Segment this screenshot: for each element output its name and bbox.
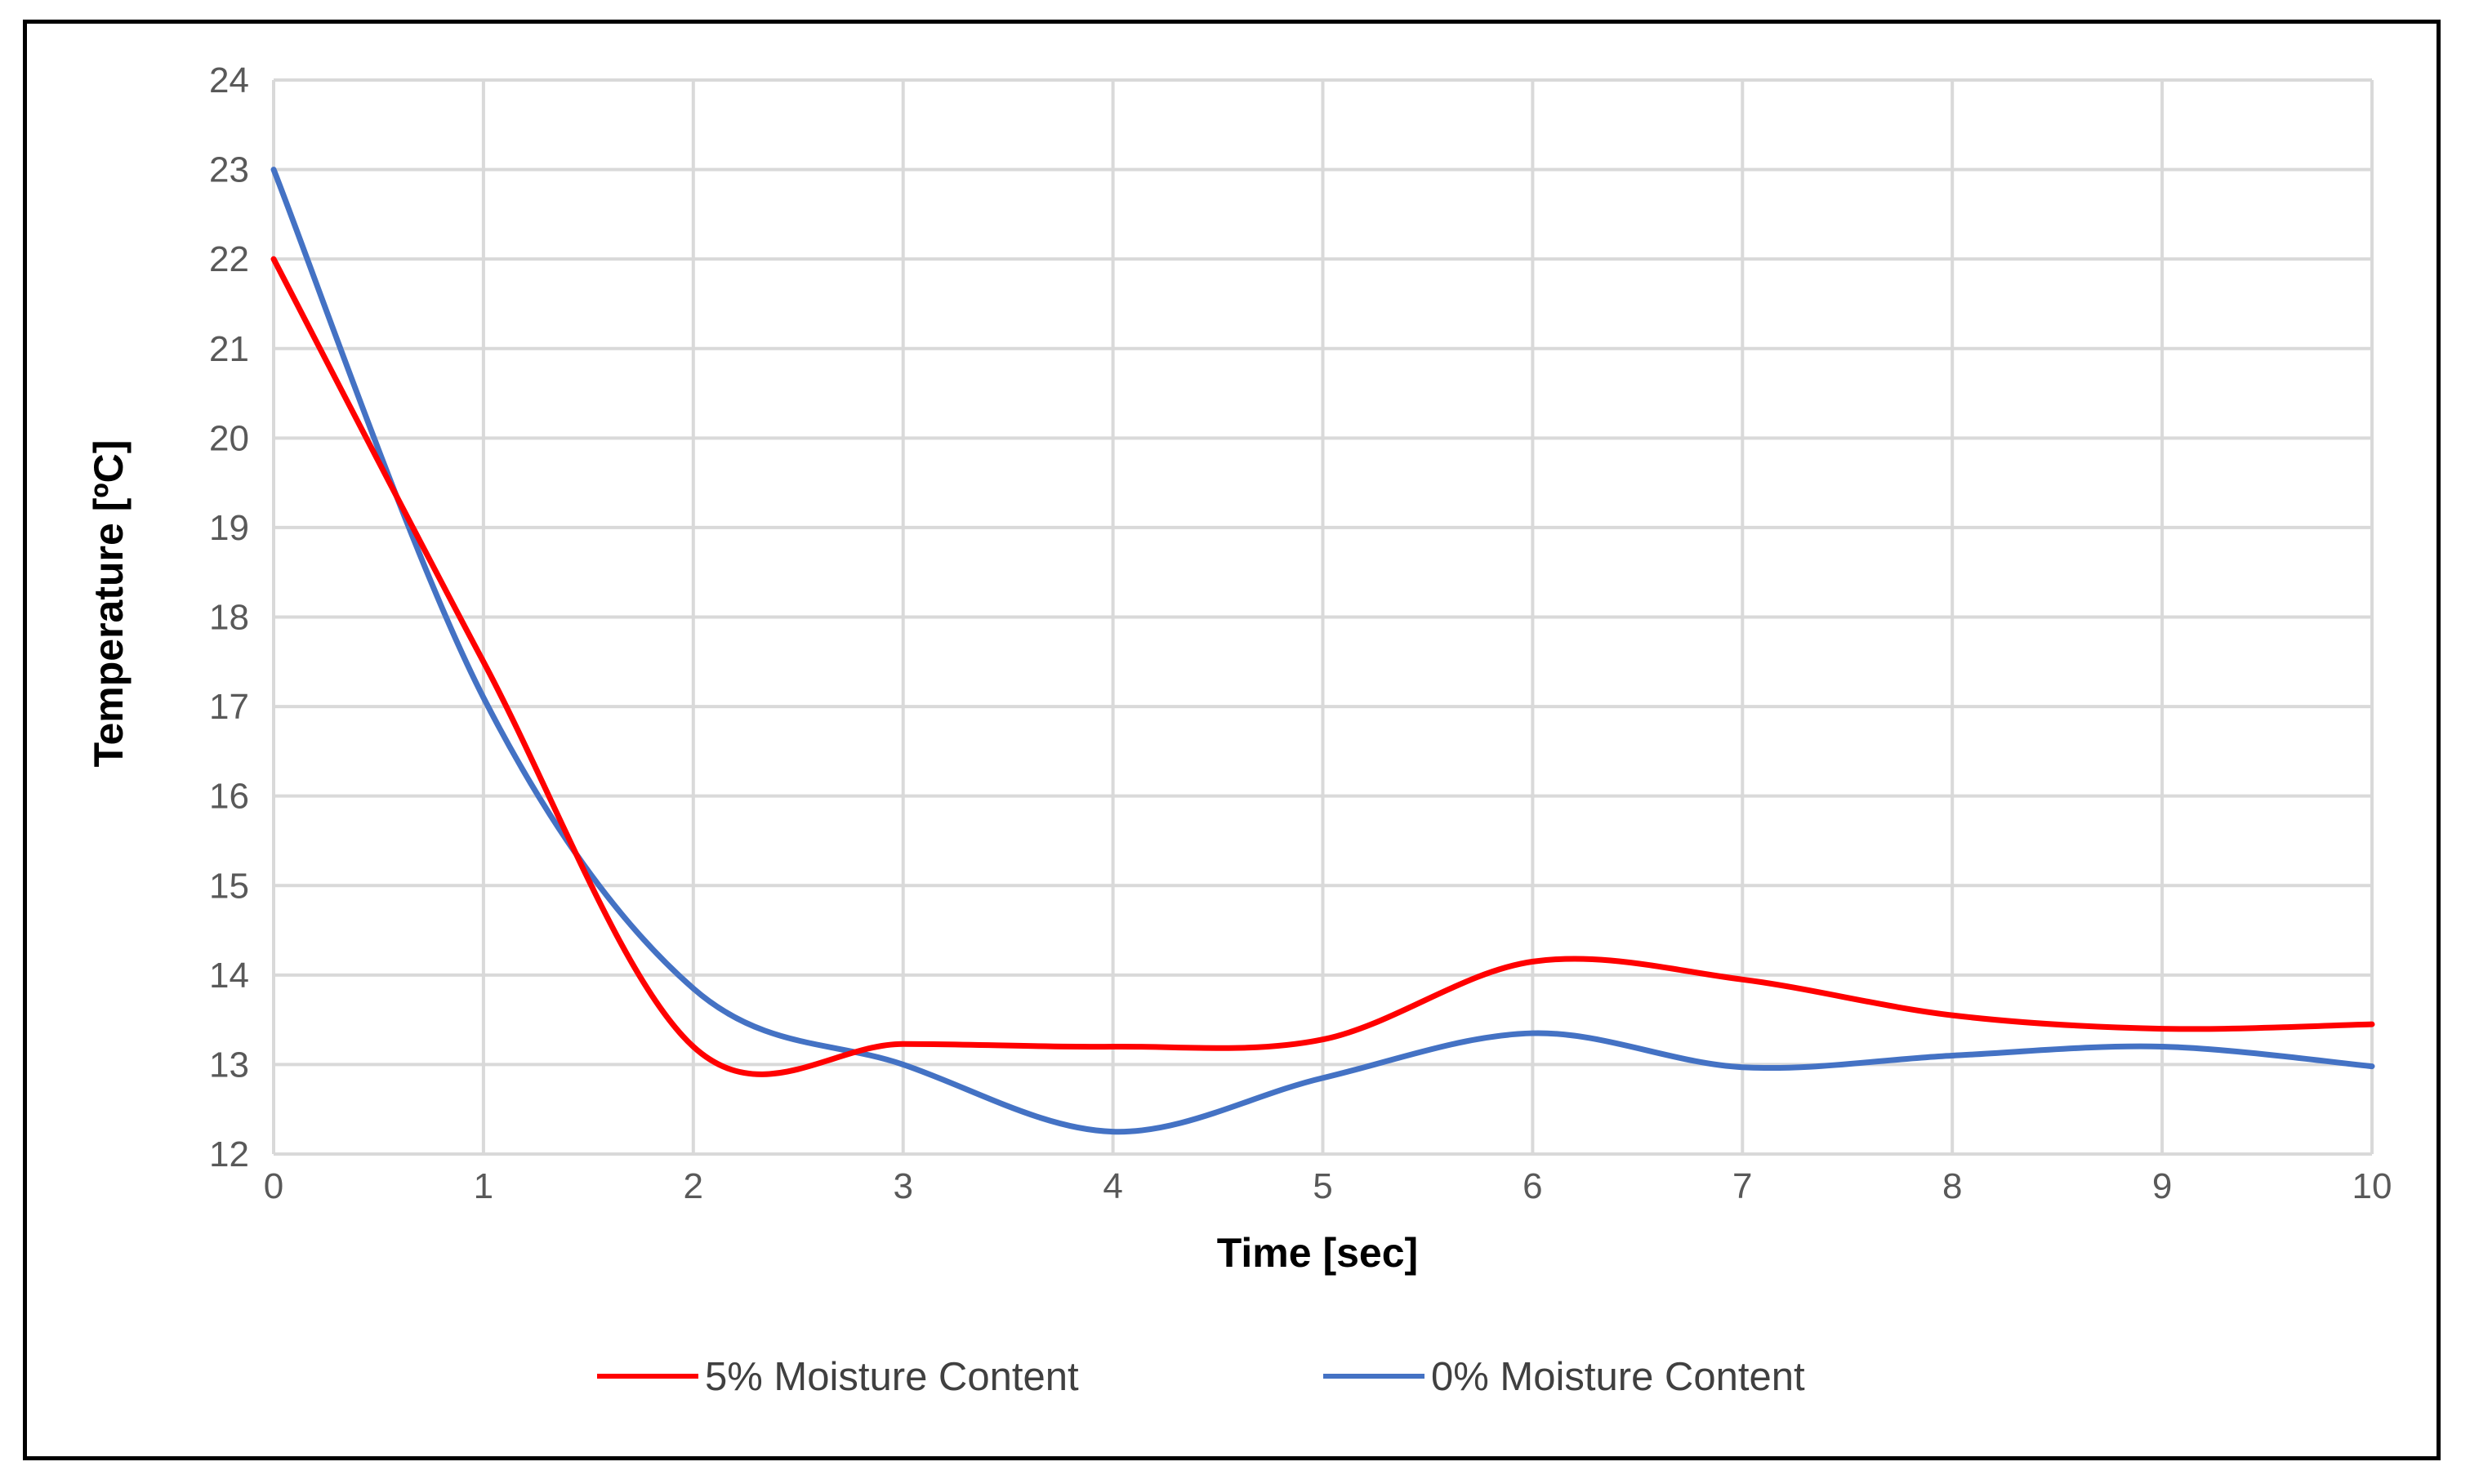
legend: 5% Moisture Content 0% Moisture Content bbox=[597, 1355, 1805, 1399]
legend-label-0-percent-moisture: 0% Moisture Content bbox=[1431, 1355, 1805, 1399]
y-tick-label-23: 23 bbox=[209, 150, 249, 190]
y-tick-label-22: 22 bbox=[209, 239, 249, 279]
series-layer bbox=[270, 167, 2375, 1135]
y-axis-title: Temperature [ºC] bbox=[86, 440, 132, 768]
y-tick-label-14: 14 bbox=[209, 956, 249, 996]
y-tick-label-19: 19 bbox=[209, 508, 249, 548]
y-tick-label-20: 20 bbox=[209, 418, 249, 458]
y-tick-label-24: 24 bbox=[209, 60, 249, 100]
x-tick-label-0: 0 bbox=[264, 1166, 283, 1206]
x-tick-label-1: 1 bbox=[474, 1166, 493, 1206]
x-tick-label-7: 7 bbox=[1732, 1166, 1752, 1206]
y-tick-label-16: 16 bbox=[209, 777, 249, 817]
y-tick-label-15: 15 bbox=[209, 866, 249, 906]
x-tick-label-9: 9 bbox=[2152, 1166, 2172, 1206]
legend-label-5-percent-moisture: 5% Moisture Content bbox=[705, 1355, 1079, 1399]
y-tick-label-13: 13 bbox=[209, 1045, 249, 1085]
x-tick-label-5: 5 bbox=[1313, 1166, 1332, 1206]
y-tick-label-18: 18 bbox=[209, 598, 249, 638]
x-tick-label-8: 8 bbox=[1942, 1166, 1962, 1206]
grid-layer bbox=[272, 78, 2374, 1156]
y-tick-label-21: 21 bbox=[209, 329, 249, 369]
chart-frame: 12 13 14 15 16 17 18 19 20 21 22 23 24 0 1 2 3 4 5 6 7 8 9 10 T… bbox=[23, 20, 2441, 1460]
x-tick-label-6: 6 bbox=[1523, 1166, 1542, 1206]
y-tick-label-17: 17 bbox=[209, 687, 249, 727]
x-tick-label-3: 3 bbox=[893, 1166, 912, 1206]
series-line-5-percent-moisture bbox=[270, 256, 2375, 1077]
x-tick-label-10: 10 bbox=[2352, 1166, 2392, 1206]
x-tick-label-2: 2 bbox=[684, 1166, 703, 1206]
x-tick-label-4: 4 bbox=[1103, 1166, 1122, 1206]
y-tick-label-12: 12 bbox=[209, 1134, 249, 1174]
series-line-0-percent-moisture bbox=[270, 167, 2375, 1135]
x-axis-title: Time [sec] bbox=[1217, 1230, 1418, 1276]
